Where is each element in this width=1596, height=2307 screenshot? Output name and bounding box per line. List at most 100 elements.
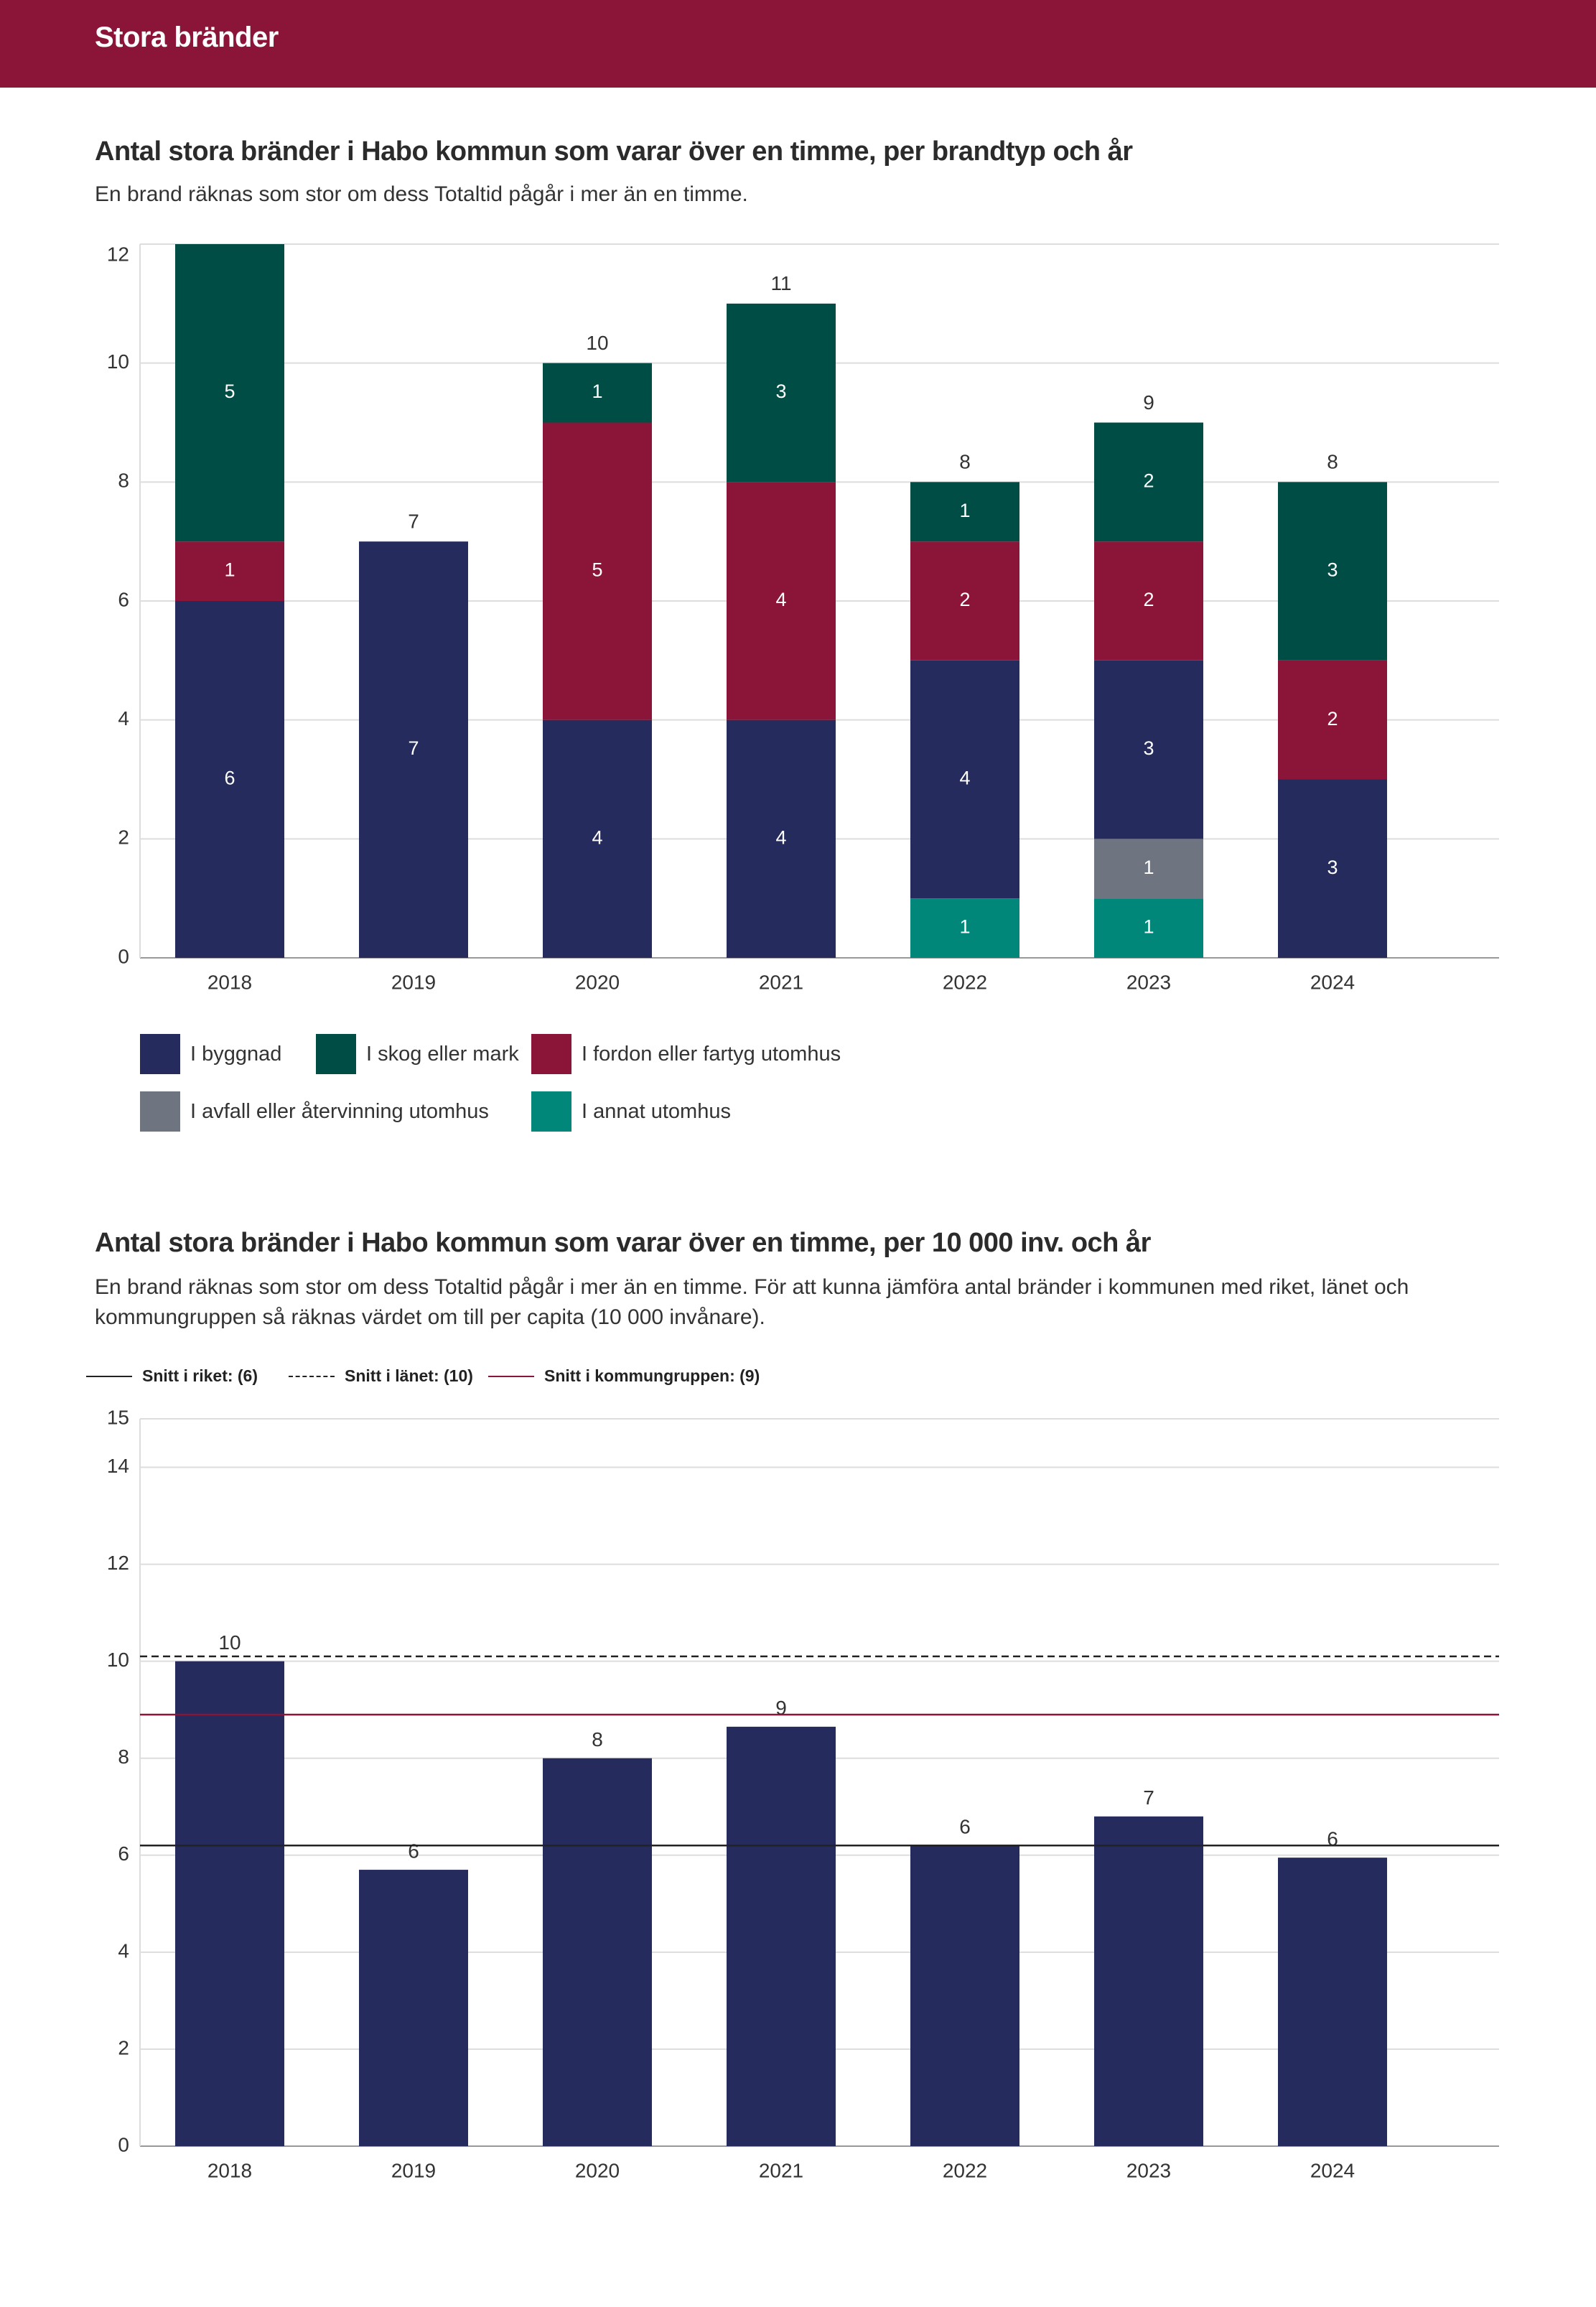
segment-value-label: 1 [592,381,602,402]
chart2-subtitle: En brand räknas som stor om dess Totalti… [95,1275,1409,1329]
legend-swatch [316,1034,356,1074]
segment-value-label: 5 [224,381,235,402]
y-tick-label: 4 [118,707,129,730]
chart1-legend: I byggnad I skog eller mark I fordon eller… [140,1034,1002,1142]
bar-chart-per-capita: 0 2 4 6 8 10 12 14 15 10 2018 6 2019 8 2020 9 2021 6 2022 7… [107,1406,1499,2181]
line-legend-sample [488,1375,534,1377]
bar-value-label: 6 [959,1816,971,1838]
bar-segment-byggnad [175,601,284,958]
legend-item-byggnad: I byggnad [140,1034,281,1074]
x-tick-label: 2024 [1310,971,1355,993]
bar-segment-fordon [1094,541,1203,661]
y-tick-label: 10 [107,350,129,373]
legend-swatch [140,1034,180,1074]
bar [359,1870,468,2146]
bar-value-label: 6 [1327,1828,1338,1850]
segment-value-label: 4 [959,768,970,789]
segment-value-label: 2 [1143,470,1154,491]
segment-value-label: 2 [959,589,970,610]
y-tick-label: 8 [118,470,129,492]
legend-label: I avfall eller återvinning utomhus [190,1099,489,1123]
legend-swatch [140,1091,180,1132]
bar-value-label: 6 [408,1840,419,1862]
bar [1278,1858,1387,2146]
bar-segment-skog [1094,422,1203,542]
legend-label: I byggnad [190,1042,282,1066]
x-tick-label: 2023 [1126,2159,1171,2181]
bar [727,1726,836,2146]
legend-label: I fordon eller fartyg utomhus [582,1042,841,1066]
segment-value-label: 1 [959,916,970,938]
y-tick-label: 0 [118,945,129,967]
bar-value-label: 9 [775,1697,787,1719]
x-tick-label: 2018 [207,971,252,993]
bar [543,1758,652,2146]
bar-segment-skog [543,363,652,423]
bar [910,1845,1019,2146]
x-tick-label: 2023 [1126,971,1171,993]
legend-swatch [531,1034,571,1074]
line-legend-label: Snitt i länet: (10) [345,1366,473,1385]
segment-value-label: 1 [1143,857,1154,878]
line-legend-label: Snitt i riket: (6) [142,1366,258,1385]
page-title: Stora bränder [95,22,279,53]
x-tick-label: 2019 [391,971,436,993]
bar-segment-annat [910,898,1019,958]
y-tick-label: 2 [118,826,129,849]
bar-segment-skog [175,244,284,542]
bar-total-label: 8 [1327,451,1338,473]
bar [175,1661,284,2146]
line-legend-item: Snitt i riket: (6) [86,1366,258,1386]
line-legend-label: Snitt i kommungruppen: (9) [544,1366,760,1385]
legend-swatch [531,1091,571,1132]
stacked-bar-chart: 0246810126152018772019451102020443112021… [107,243,1499,993]
chart1-subtitle: En brand räknas som stor om dess Totalti… [95,182,748,206]
bar-segment-skog [727,303,836,483]
chart2-title: Antal stora bränder i Habo kommun som va… [95,1228,1151,1258]
bar-value-label: 10 [218,1631,241,1654]
segment-value-label: 3 [1327,857,1338,878]
segment-value-label: 1 [224,559,235,581]
segment-value-label: 1 [1143,916,1154,938]
segment-value-label: 7 [408,737,419,759]
x-tick-label: 2020 [575,971,620,993]
y-tick-label: 0 [118,2133,129,2155]
bar-segment-skog [1278,482,1387,661]
bar-segment-byggnad [1094,660,1203,839]
x-tick-label: 2022 [943,971,987,993]
bar-total-label: 9 [1143,391,1154,414]
legend-item-annat: I annat utomhus [531,1091,731,1132]
bar-total-label: 11 [770,272,791,294]
bar-total-label: 10 [586,332,608,354]
bar-segment-skog [910,482,1019,542]
line-legend-sample [86,1375,132,1377]
bar-segment-annat [1094,898,1203,958]
y-tick-label: 2 [118,2036,129,2059]
bar-total-label: 7 [408,511,419,533]
x-tick-label: 2019 [391,2159,436,2181]
y-tick-label: 8 [118,1746,129,1768]
x-tick-label: 2021 [759,971,803,993]
bar-segment-avfall [1094,839,1203,899]
segment-value-label: 4 [775,589,786,610]
segment-value-label: 2 [1143,589,1154,610]
chart1-title: Antal stora bränder i Habo kommun som va… [95,136,1133,167]
bar-segment-byggnad [359,541,468,958]
bar-segment-fordon [175,541,284,601]
segment-value-label: 3 [775,381,786,402]
bar [1094,1816,1203,2146]
bar-segment-fordon [910,541,1019,661]
segment-value-label: 5 [592,559,602,581]
bar-segment-fordon [727,482,836,720]
bar-segment-fordon [543,422,652,720]
x-tick-label: 2021 [759,2159,803,2181]
bar-value-label: 7 [1143,1786,1154,1809]
bar-total-label: 8 [959,451,971,473]
segment-value-label: 4 [775,826,786,848]
legend-item-skog: I skog eller mark [316,1034,519,1074]
line-legend-sample [289,1375,335,1377]
line-legend-item: Snitt i kommungruppen: (9) [488,1366,760,1386]
y-tick-label: 10 [107,1649,129,1671]
segment-value-label: 3 [1327,559,1338,581]
y-tick-label: 14 [107,1455,129,1477]
